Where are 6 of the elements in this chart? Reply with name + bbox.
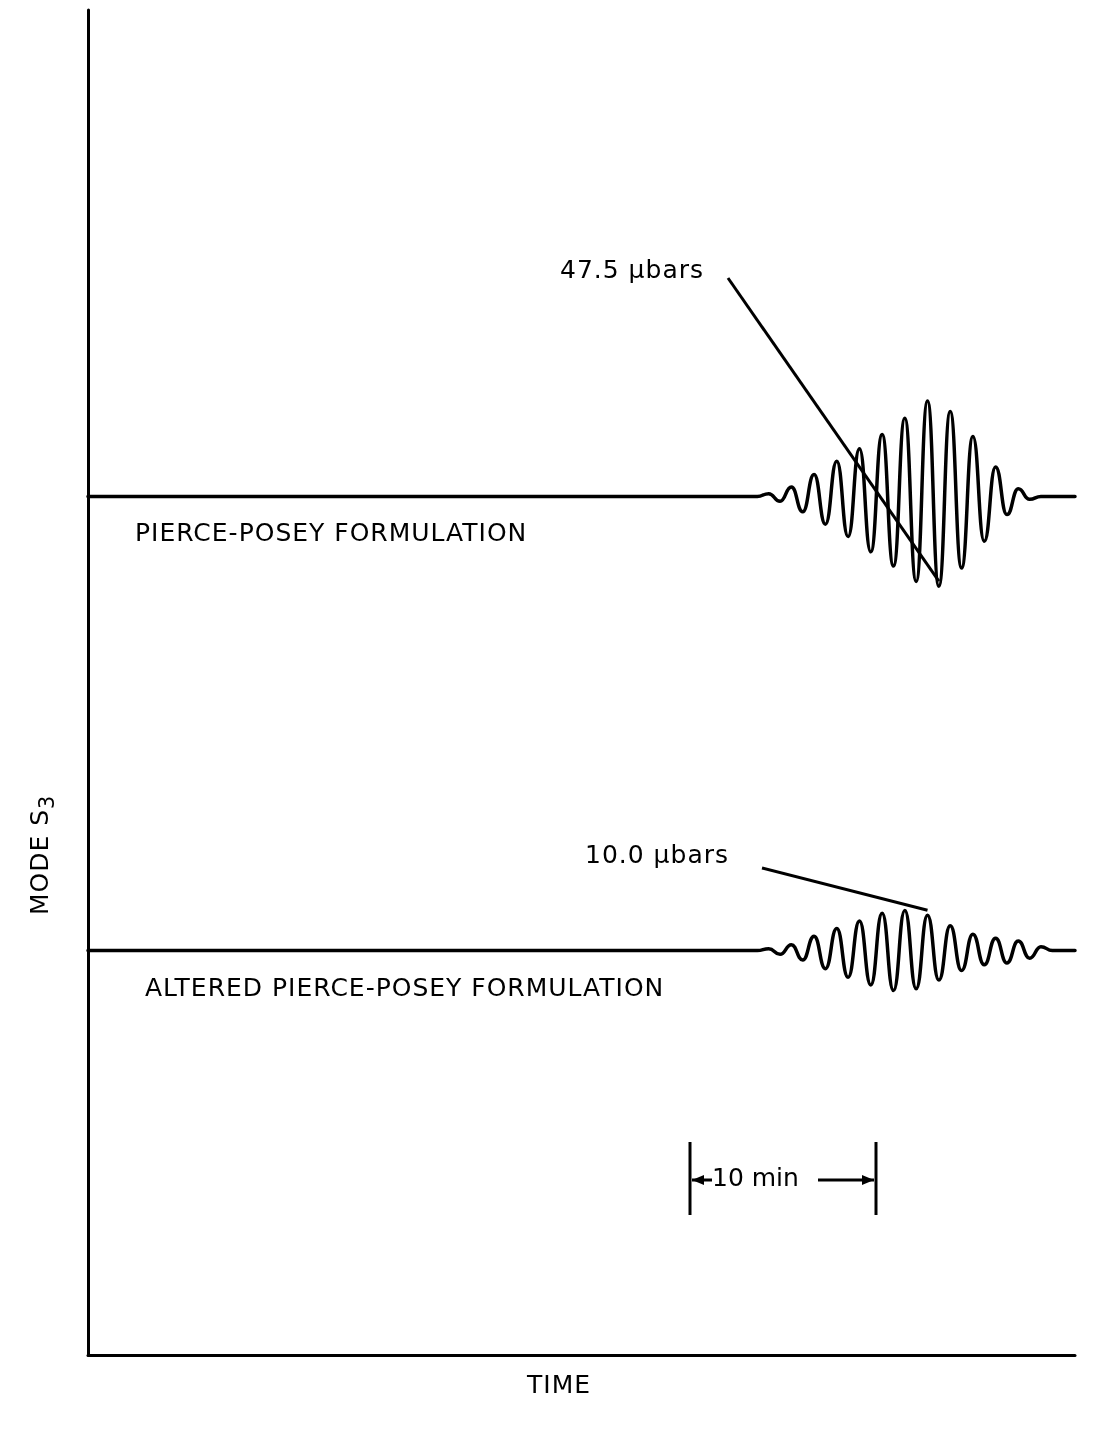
annotation: 10 min — [712, 1163, 799, 1192]
annotation: 10.0 μbars — [585, 840, 730, 869]
series-label: PIERCE-POSEY FORMULATION — [135, 518, 528, 548]
x-axis-title: TIME — [527, 1370, 592, 1399]
series-label: ALTERED PIERCE-POSEY FORMULATION — [145, 972, 665, 1002]
text: 47.5 μbars — [560, 255, 705, 284]
